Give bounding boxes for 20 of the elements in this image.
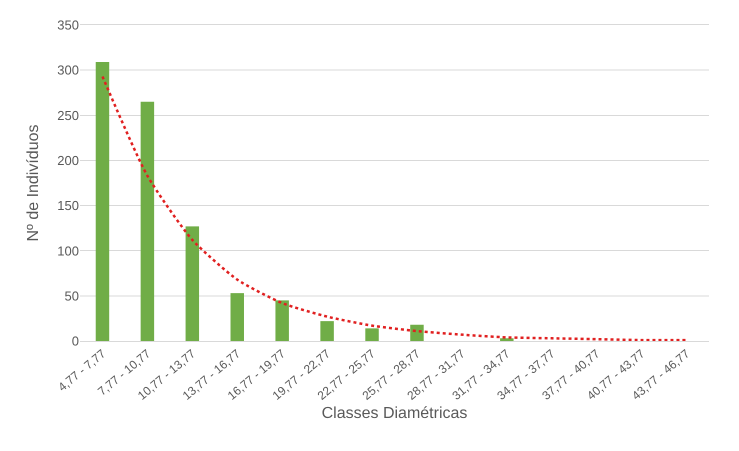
- bar: [96, 62, 110, 341]
- y-tick-label: 300: [57, 62, 79, 78]
- x-axis-title: Classes Diamétricas: [322, 404, 468, 422]
- bar: [230, 293, 244, 341]
- line-series: [101, 75, 688, 341]
- y-tick-label: 50: [64, 288, 79, 304]
- bar: [500, 338, 514, 341]
- bar: [320, 321, 334, 341]
- y-axis-title: Nº de Indivíduos: [25, 124, 42, 242]
- y-tick-label: 100: [57, 243, 79, 258]
- y-tick-label: 150: [57, 198, 79, 214]
- bar: [365, 328, 379, 341]
- y-tick-label: 0: [72, 334, 79, 349]
- bar: [186, 226, 200, 341]
- y-tick-label: 200: [57, 152, 79, 168]
- bar: [140, 102, 154, 341]
- y-tick-label: 250: [57, 108, 79, 123]
- bar: [410, 324, 424, 341]
- y-tick-label: 350: [57, 18, 79, 33]
- bar: [275, 300, 289, 341]
